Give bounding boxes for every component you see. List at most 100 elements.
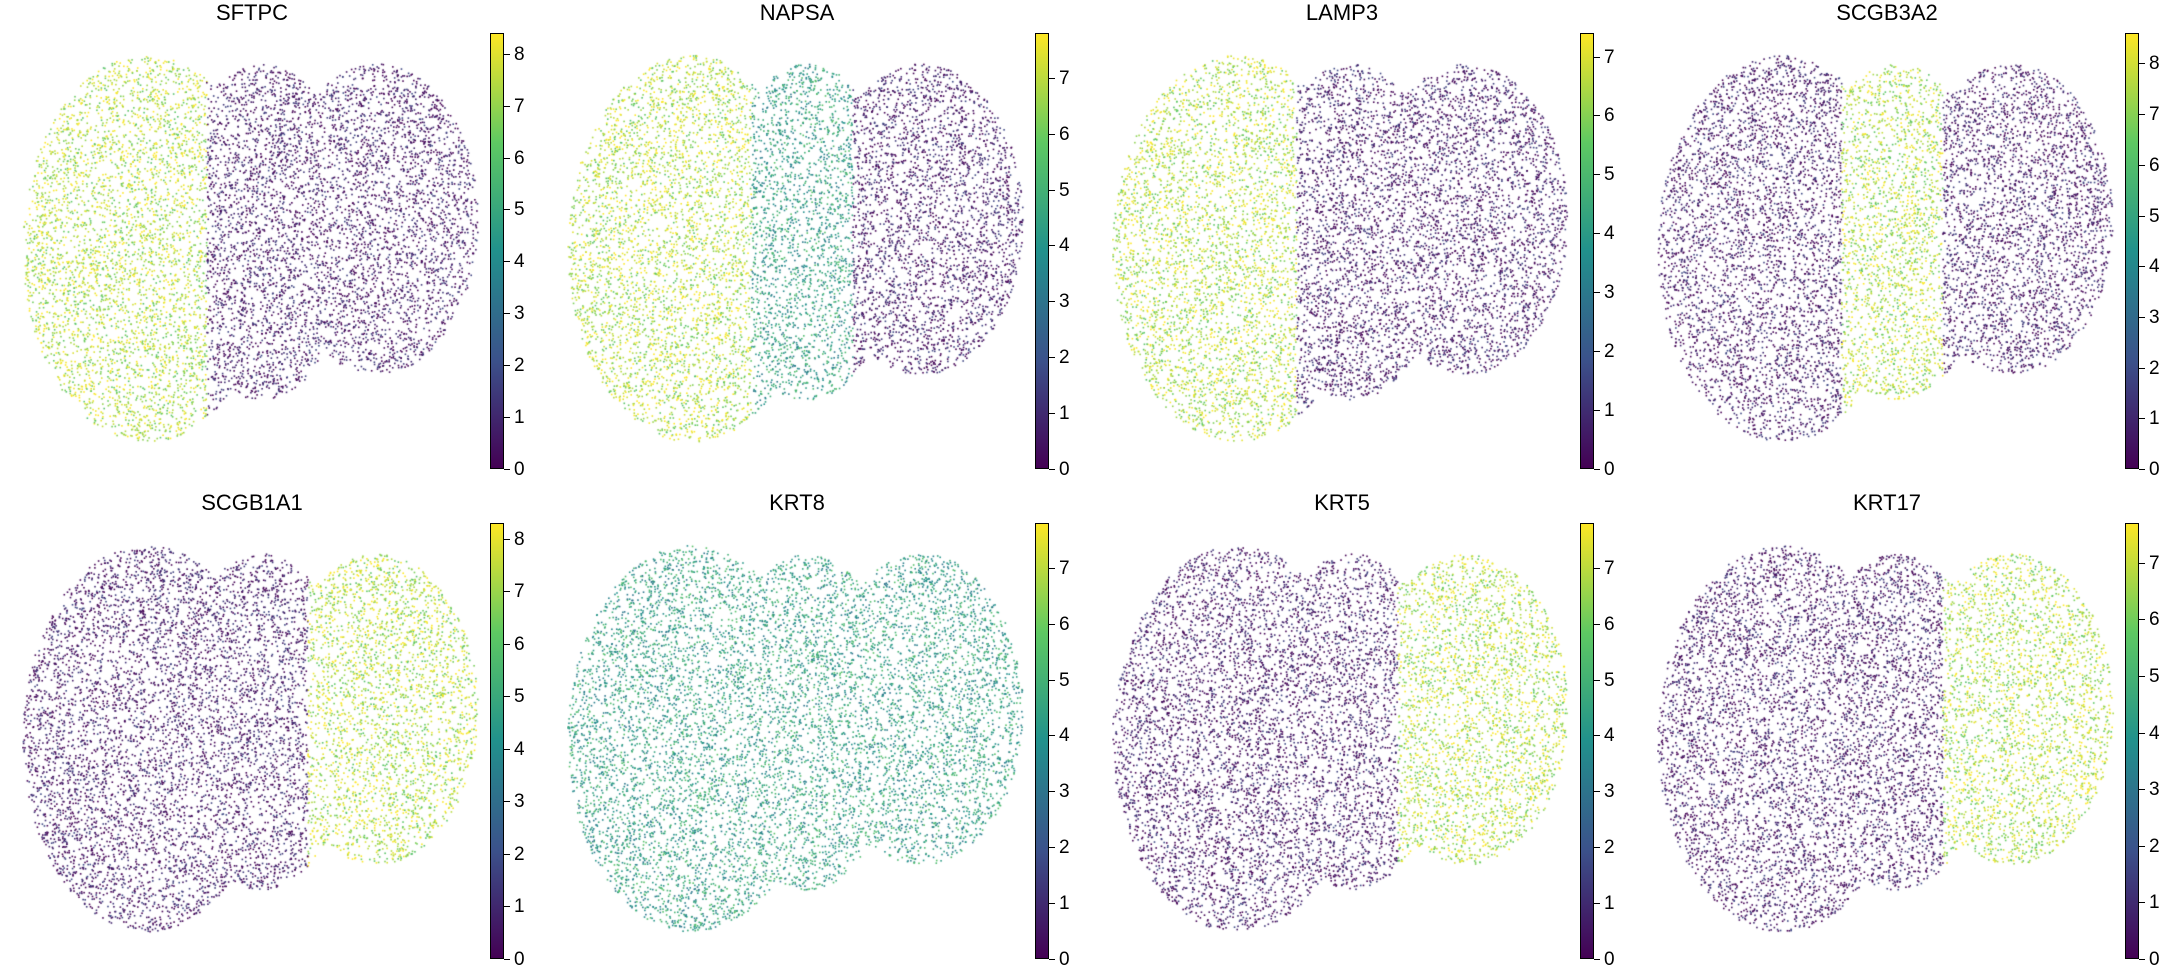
- colorbar-tick-mark: [1049, 469, 1055, 470]
- colorbar-tick-mark: [2139, 418, 2145, 420]
- colorbar-tick-mark: [504, 469, 510, 470]
- colorbar-tick-label: 7: [2149, 104, 2160, 126]
- colorbar-tick-label: 0: [2149, 459, 2160, 480]
- colorbar-tick-label: 5: [2149, 205, 2160, 227]
- colorbar-tick-mark: [1594, 351, 1600, 353]
- colorbar-tick-mark: [2139, 845, 2145, 847]
- umap-scatter: [22, 38, 482, 458]
- colorbar-tick-label: 5: [1604, 164, 1615, 186]
- colorbar-tick-mark: [1049, 413, 1055, 415]
- colorbar-tick-label: 4: [1604, 223, 1615, 245]
- umap-scatter: [1657, 528, 2117, 948]
- colorbar-tick-label: 3: [2149, 779, 2160, 801]
- umap-panel: KRT5 0 1 2 3 4 5 6 7: [1090, 490, 1635, 978]
- colorbar-tick-label: 6: [514, 633, 525, 655]
- colorbar-tick-label: 4: [1604, 725, 1615, 747]
- colorbar-tick-mark: [2139, 469, 2145, 470]
- colorbar-tick-label: 5: [1604, 669, 1615, 691]
- colorbar: [1035, 33, 1049, 469]
- colorbar-tick-mark: [504, 696, 510, 698]
- colorbar-tick-label: 1: [514, 407, 525, 429]
- panel-title: SFTPC: [215, 0, 289, 25]
- colorbar-tick-mark: [1049, 623, 1055, 625]
- colorbar-tick-label: 2: [1604, 341, 1615, 363]
- colorbar-tick-label: 7: [1604, 557, 1615, 579]
- colorbar-tick-mark: [2139, 63, 2145, 65]
- colorbar-tick-mark: [504, 313, 510, 315]
- umap-scatter: [1112, 38, 1572, 458]
- colorbar-tick-mark: [1049, 245, 1055, 247]
- colorbar: [490, 33, 504, 469]
- umap-scatter: [567, 528, 1027, 948]
- colorbar-tick-label: 2: [1604, 837, 1615, 859]
- colorbar-tick-label: 8: [2149, 53, 2160, 75]
- colorbar-tick-mark: [2139, 367, 2145, 369]
- colorbar-tick-label: 5: [2149, 665, 2160, 687]
- umap-panel: SCGB3A2 0 1 2 3 4 5 6 7 8: [1635, 0, 2168, 488]
- colorbar-tick-label: 1: [1059, 893, 1070, 915]
- colorbar-tick-mark: [1049, 959, 1055, 960]
- colorbar-tick-label: 7: [1059, 557, 1070, 579]
- colorbar-tick-label: 0: [514, 949, 525, 970]
- colorbar-tick-label: 4: [1059, 235, 1070, 257]
- colorbar: [1580, 523, 1594, 959]
- colorbar-tick-mark: [1049, 77, 1055, 79]
- colorbar-tick-label: 5: [1059, 669, 1070, 691]
- colorbar-tick-label: 3: [1059, 781, 1070, 803]
- colorbar-tick-label: 0: [1604, 949, 1615, 970]
- umap-panel: KRT8 0 1 2 3 4 5 6 7: [545, 490, 1090, 978]
- umap-panel: NAPSA 0 1 2 3 4 5 6 7: [545, 0, 1090, 488]
- colorbar-tick-mark: [2139, 619, 2145, 621]
- colorbar-tick-label: 7: [514, 95, 525, 117]
- umap-panel: SCGB1A1 0 1 2 3 4 5 6 7 8: [0, 490, 545, 978]
- colorbar-tick-mark: [1049, 903, 1055, 905]
- umap-scatter: [567, 38, 1027, 458]
- colorbar-tick-mark: [504, 261, 510, 263]
- colorbar-tick-label: 3: [514, 303, 525, 325]
- colorbar-tick-label: 7: [1604, 46, 1615, 68]
- colorbar-tick-mark: [1594, 903, 1600, 905]
- colorbar-tick-mark: [1594, 959, 1600, 960]
- colorbar-tick-mark: [2139, 215, 2145, 217]
- colorbar-tick-mark: [1049, 847, 1055, 849]
- colorbar: [1035, 523, 1049, 959]
- colorbar-tick-label: 4: [1059, 725, 1070, 747]
- panel-title: LAMP3: [1305, 0, 1379, 25]
- colorbar-tick-mark: [1594, 623, 1600, 625]
- colorbar-tick-mark: [2139, 316, 2145, 318]
- colorbar-tick-label: 1: [1604, 400, 1615, 422]
- panel-title: KRT17: [1852, 490, 1922, 515]
- colorbar-tick-label: 0: [1059, 459, 1070, 480]
- colorbar-tick-mark: [504, 417, 510, 419]
- colorbar-tick-mark: [504, 53, 510, 55]
- colorbar-tick-mark: [1049, 679, 1055, 681]
- colorbar-tick-mark: [2139, 164, 2145, 166]
- colorbar-tick-label: 5: [514, 686, 525, 708]
- colorbar-tick-label: 0: [514, 459, 525, 480]
- colorbar-tick-label: 2: [2149, 835, 2160, 857]
- colorbar-tick-label: 4: [2149, 256, 2160, 278]
- colorbar-tick-mark: [1594, 115, 1600, 117]
- colorbar-tick-label: 7: [1059, 67, 1070, 89]
- colorbar-tick-label: 0: [2149, 949, 2160, 970]
- colorbar-tick-label: 6: [514, 147, 525, 169]
- colorbar-tick-mark: [2139, 959, 2145, 960]
- colorbar-tick-mark: [504, 209, 510, 211]
- colorbar-tick-label: 6: [1059, 123, 1070, 145]
- colorbar-tick-mark: [504, 643, 510, 645]
- colorbar-tick-mark: [504, 853, 510, 855]
- colorbar-tick-label: 1: [1059, 403, 1070, 425]
- colorbar: [2125, 33, 2139, 469]
- umap-panel: KRT17 0 1 2 3 4 5 6 7: [1635, 490, 2168, 978]
- umap-scatter: [1112, 528, 1572, 948]
- colorbar-tick-mark: [504, 538, 510, 540]
- umap-panel: LAMP3 0 1 2 3 4 5 6 7: [1090, 0, 1635, 488]
- colorbar-tick-mark: [504, 105, 510, 107]
- colorbar-tick-mark: [504, 959, 510, 960]
- colorbar-tick-mark: [1594, 410, 1600, 412]
- colorbar-tick-mark: [504, 157, 510, 159]
- colorbar-tick-mark: [1594, 56, 1600, 58]
- panel-title: KRT5: [1314, 490, 1370, 515]
- colorbar-tick-mark: [1049, 301, 1055, 303]
- colorbar-tick-mark: [2139, 732, 2145, 734]
